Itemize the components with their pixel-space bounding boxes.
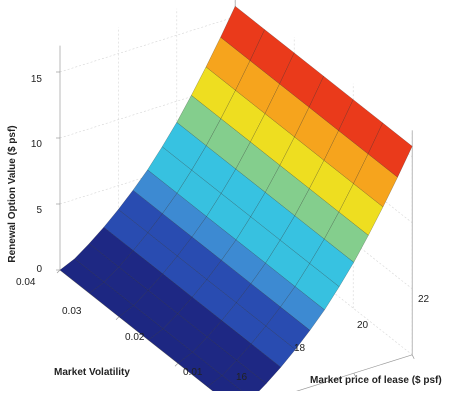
surface-facet xyxy=(367,122,413,178)
x-tick-mark xyxy=(353,373,357,378)
z-tick-label: 5 xyxy=(36,205,42,216)
z-axis-title: Renewal Option Value ($ psf) xyxy=(7,125,18,262)
x-tick-corner-label: 16 xyxy=(236,372,248,383)
y-tick-label: 0.01 xyxy=(183,367,203,378)
x-tick-label: 22 xyxy=(418,294,430,305)
y-tick-label: 0.02 xyxy=(125,332,145,343)
y-tick-mark xyxy=(115,316,120,320)
x-tick-label: 18 xyxy=(294,343,306,354)
z-tick-label: 15 xyxy=(31,74,43,85)
x-axis-line xyxy=(280,354,413,396)
back-wall-gridline xyxy=(59,16,236,73)
y-axis-title: Market Volatility xyxy=(54,367,130,378)
z-tick-label: 10 xyxy=(31,139,43,150)
y-tick-mark xyxy=(56,269,61,274)
y-tick-mark xyxy=(174,363,179,367)
y-tick-label: 0.03 xyxy=(62,306,82,317)
y-tick-label: 0.04 xyxy=(16,277,36,288)
z-tick-label: 0 xyxy=(36,264,42,275)
axis-titles: Renewal Option Value ($ psf) Market Vola… xyxy=(7,125,442,386)
surface-facet xyxy=(249,29,295,85)
x-tick-label: 20 xyxy=(357,320,369,331)
x-tick-mark xyxy=(411,354,415,359)
surface-layer xyxy=(59,5,413,396)
x-axis-title: Market price of lease ($ psf) xyxy=(310,375,442,386)
tick-layer: 0 5 10 15 0.04 0.03 0.02 0.01 18 20 22 1… xyxy=(16,74,430,383)
